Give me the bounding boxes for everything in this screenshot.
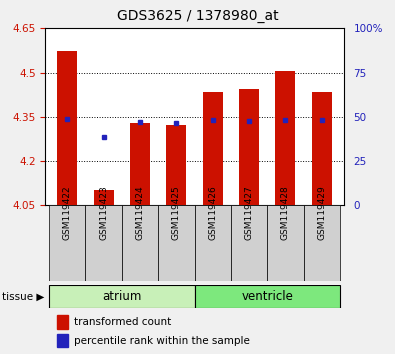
Bar xyxy=(158,205,195,281)
Text: GSM119428: GSM119428 xyxy=(281,185,290,240)
Text: GSM119422: GSM119422 xyxy=(63,185,72,240)
Bar xyxy=(267,205,304,281)
Text: atrium: atrium xyxy=(102,290,141,303)
Bar xyxy=(304,205,340,281)
Text: GSM119426: GSM119426 xyxy=(208,185,217,240)
Bar xyxy=(122,205,158,281)
Text: GSM119427: GSM119427 xyxy=(245,185,254,240)
Bar xyxy=(203,92,223,205)
Text: GDS3625 / 1378980_at: GDS3625 / 1378980_at xyxy=(117,9,278,23)
Bar xyxy=(57,315,68,329)
Bar xyxy=(57,51,77,205)
Bar xyxy=(194,285,340,308)
Text: ventricle: ventricle xyxy=(241,290,293,303)
Text: tissue ▶: tissue ▶ xyxy=(2,291,44,302)
Bar xyxy=(166,125,186,205)
Bar xyxy=(130,123,150,205)
Text: GSM119424: GSM119424 xyxy=(135,185,145,240)
Bar xyxy=(231,205,267,281)
Bar xyxy=(239,89,259,205)
Bar xyxy=(85,205,122,281)
Text: GSM119423: GSM119423 xyxy=(99,185,108,240)
Text: GSM119429: GSM119429 xyxy=(317,185,326,240)
Bar xyxy=(57,334,68,347)
Bar xyxy=(275,71,295,205)
Text: GSM119425: GSM119425 xyxy=(172,185,181,240)
Bar xyxy=(49,205,85,281)
Bar xyxy=(49,285,194,308)
Bar xyxy=(312,92,332,205)
Text: transformed count: transformed count xyxy=(74,318,171,327)
Bar xyxy=(94,190,114,205)
Text: percentile rank within the sample: percentile rank within the sample xyxy=(74,336,250,346)
Bar xyxy=(194,205,231,281)
